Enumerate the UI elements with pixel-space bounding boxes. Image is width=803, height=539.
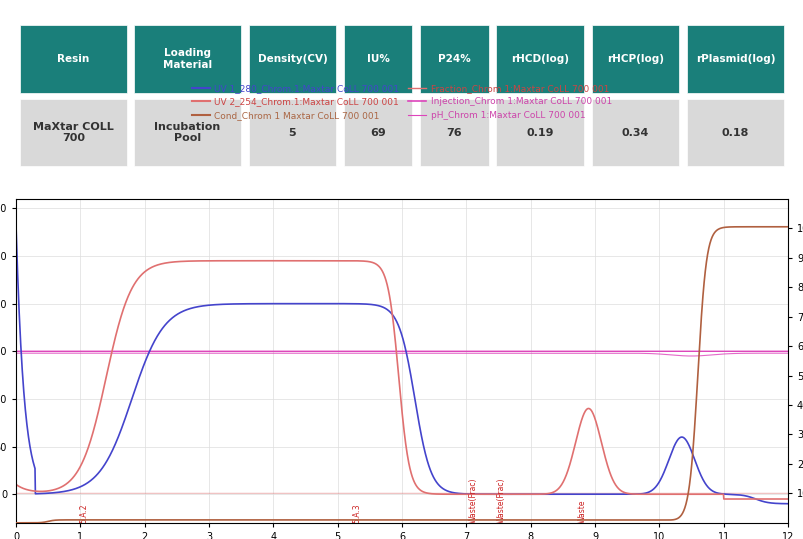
FancyBboxPatch shape [591, 99, 679, 167]
FancyBboxPatch shape [20, 25, 126, 93]
FancyBboxPatch shape [495, 25, 583, 93]
Text: 0.18: 0.18 [721, 128, 748, 137]
FancyBboxPatch shape [420, 99, 488, 167]
FancyBboxPatch shape [344, 99, 412, 167]
FancyBboxPatch shape [686, 99, 783, 167]
Text: Incubation
Pool: Incubation Pool [154, 122, 221, 143]
Text: 5: 5 [288, 128, 296, 137]
Text: Loading
Material: Loading Material [163, 48, 212, 70]
Text: 76: 76 [446, 128, 462, 137]
Text: Resin: Resin [57, 54, 89, 64]
Legend: UV 1_280_Chrom.1:Maxtar CoLL 700 001, UV 2_254_Chrom.1:Maxtar CoLL 700 001, Cond: UV 1_280_Chrom.1:Maxtar CoLL 700 001, UV… [188, 80, 615, 123]
Text: 5.A.2: 5.A.2 [79, 503, 88, 523]
Text: Waste: Waste [577, 499, 586, 523]
FancyBboxPatch shape [686, 25, 783, 93]
Text: 69: 69 [370, 128, 385, 137]
Text: rHCD(log): rHCD(log) [511, 54, 569, 64]
FancyBboxPatch shape [344, 25, 412, 93]
FancyBboxPatch shape [248, 99, 336, 167]
Text: Density(CV): Density(CV) [257, 54, 327, 64]
Text: 0.19: 0.19 [526, 128, 553, 137]
Text: rPlasmid(log): rPlasmid(log) [695, 54, 774, 64]
FancyBboxPatch shape [134, 99, 241, 167]
FancyBboxPatch shape [495, 99, 583, 167]
Text: P24%: P24% [438, 54, 471, 64]
FancyBboxPatch shape [248, 25, 336, 93]
Text: MaXtar COLL
700: MaXtar COLL 700 [33, 122, 113, 143]
Text: rHCP(log): rHCP(log) [606, 54, 663, 64]
FancyBboxPatch shape [420, 25, 488, 93]
FancyBboxPatch shape [20, 99, 126, 167]
FancyBboxPatch shape [591, 25, 679, 93]
Text: 5.A.3: 5.A.3 [352, 503, 361, 523]
FancyBboxPatch shape [134, 25, 241, 93]
Text: IU%: IU% [366, 54, 389, 64]
Text: Waste(Frac): Waste(Frac) [496, 478, 506, 523]
Text: 0.34: 0.34 [621, 128, 648, 137]
Text: Waste(Frac): Waste(Frac) [467, 478, 477, 523]
